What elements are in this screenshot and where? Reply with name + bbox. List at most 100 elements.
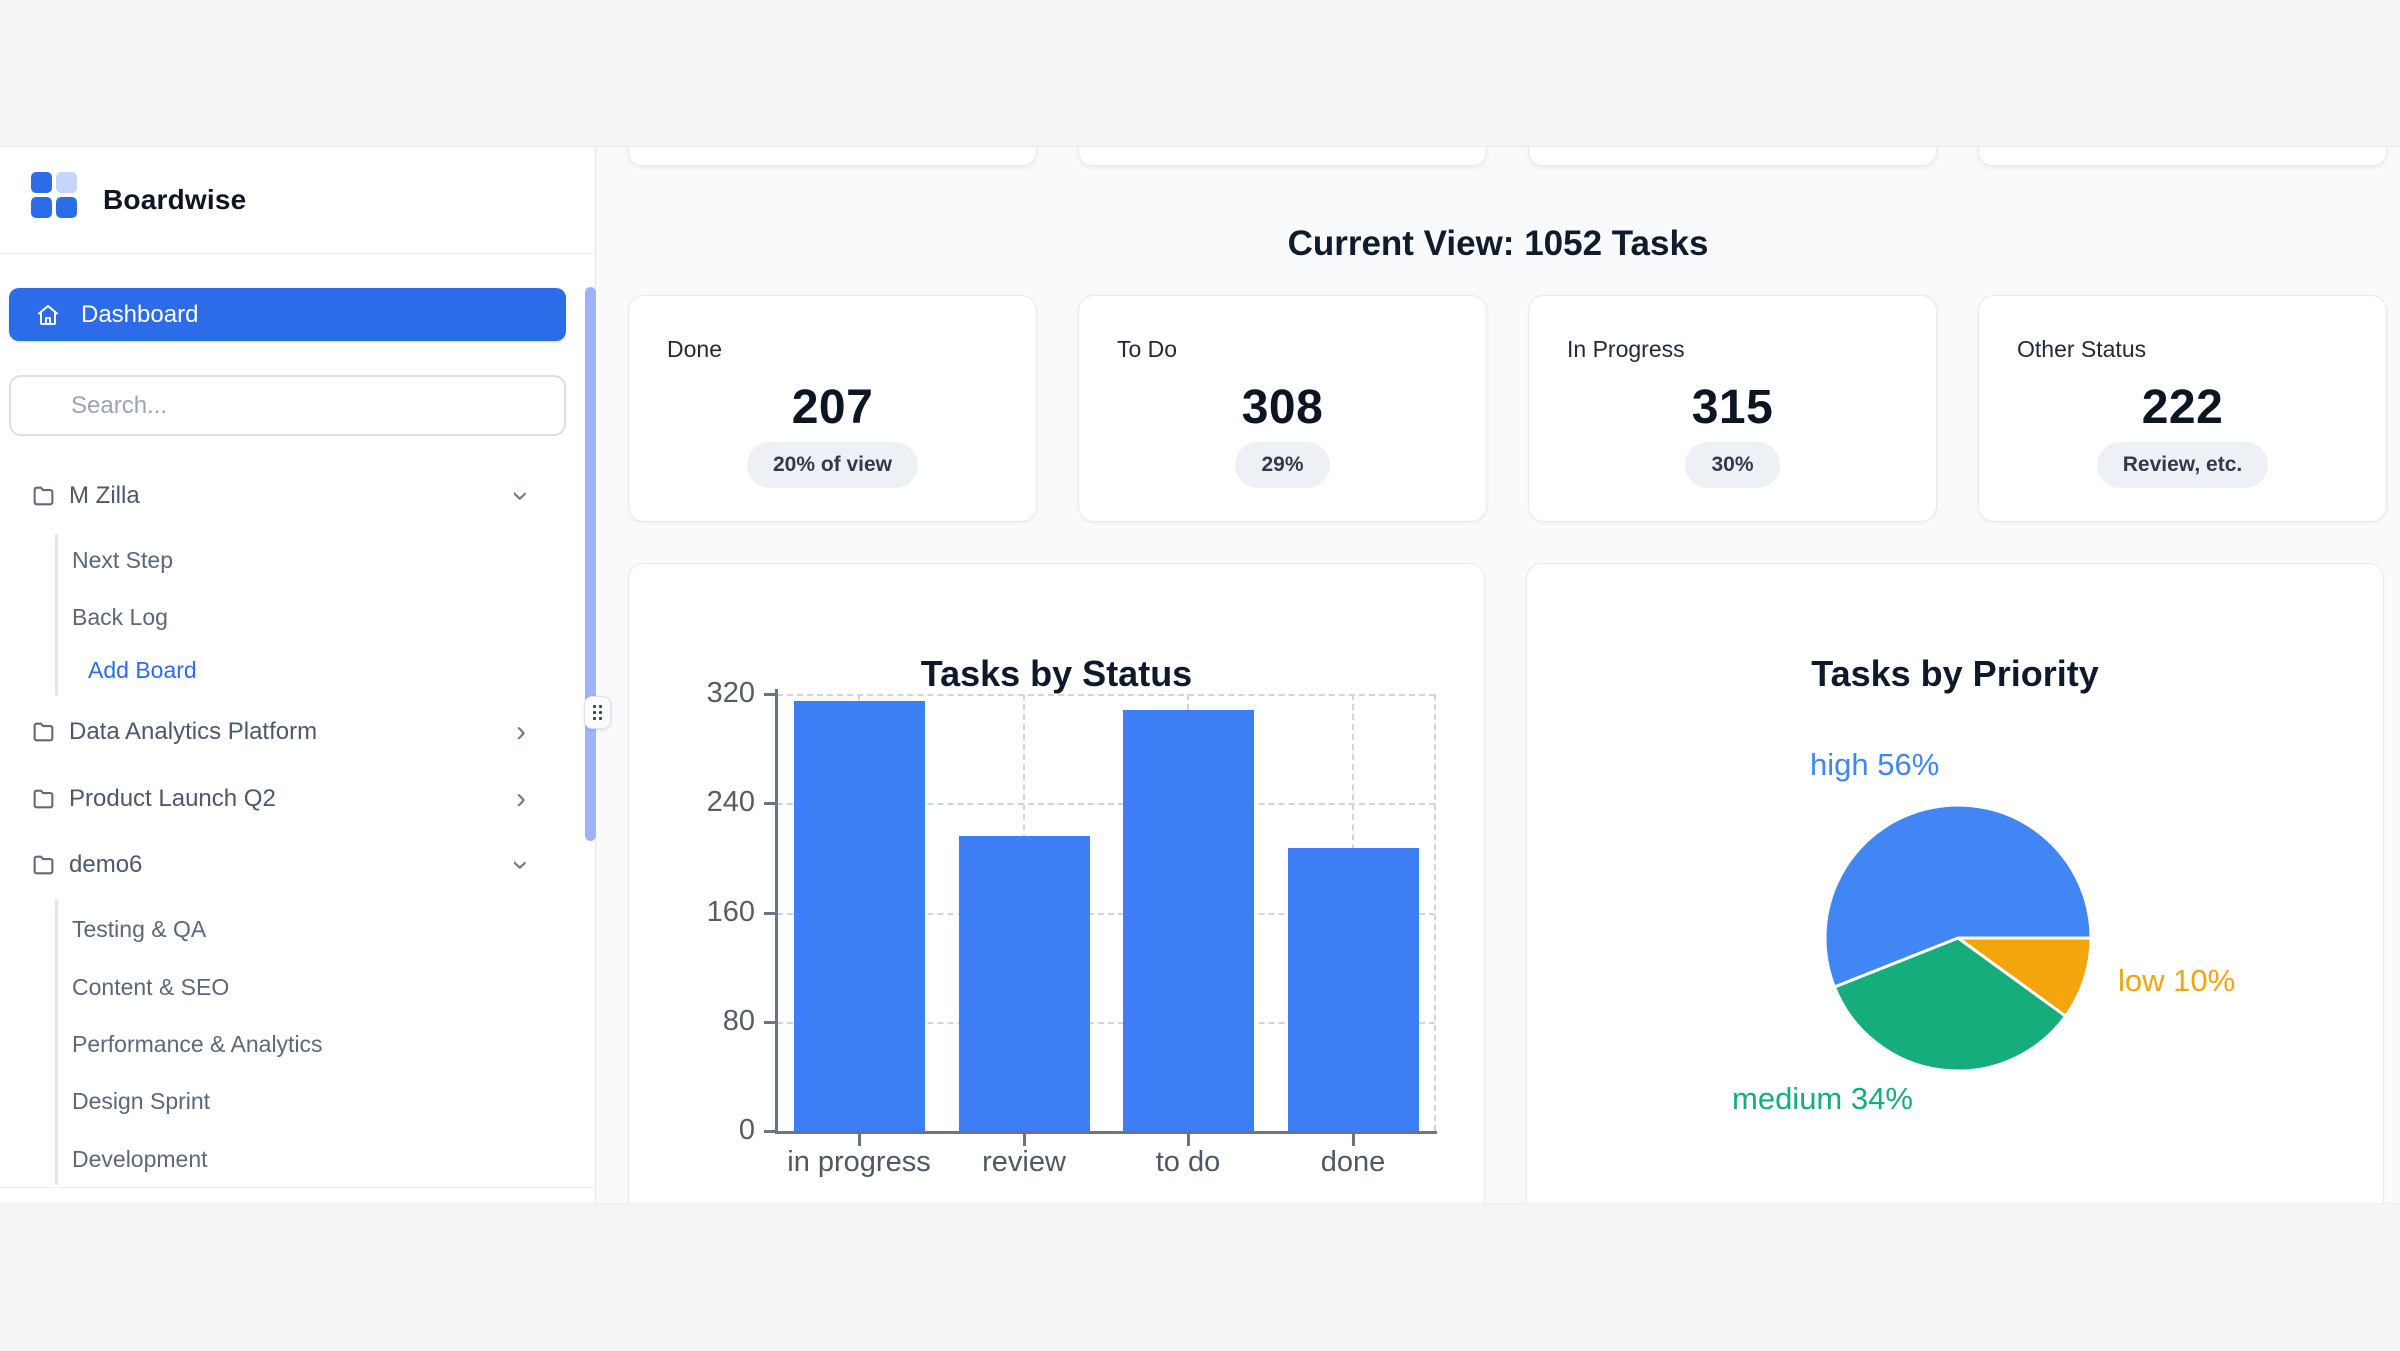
plot-right-border (1434, 694, 1436, 1131)
y-axis-label-80: 80 (722, 1004, 755, 1037)
chevron-right-icon[interactable]: › (516, 782, 526, 815)
item-label: Back Log (72, 603, 168, 630)
y-axis-line (775, 689, 778, 1134)
folder-icon (31, 787, 56, 812)
sidebar-board-demo6[interactable]: demo6 › (0, 833, 584, 897)
x-axis-line (775, 1131, 1437, 1134)
stat-badge: 30% (1685, 442, 1780, 488)
bar-in-progress (793, 700, 925, 1131)
y-axis-label-0: 0 (738, 1114, 755, 1146)
stat-card-other-status: Other Status 222 Review, etc. (1978, 295, 2387, 522)
x-axis-label-done: done (1320, 1146, 1386, 1178)
bar-chart-title: Tasks by Status (920, 653, 1193, 694)
board-label: Data Analytics Platform (69, 718, 318, 745)
logo-square (56, 197, 77, 218)
sidebar-item-back-log[interactable]: Back Log (0, 589, 584, 645)
pie-chart-card (1526, 563, 2384, 1223)
gridline-y-160 (777, 912, 1435, 915)
brand-title: Boardwise (103, 183, 247, 215)
pie-label-medium: medium 34% (1732, 1081, 1913, 1116)
chevron-down-icon[interactable]: › (505, 860, 538, 870)
logo-square (31, 172, 52, 193)
logo-square (31, 197, 52, 218)
sidebar-item-testing-qa[interactable]: Testing & QA (0, 901, 584, 957)
pie-chart (1823, 803, 2093, 1073)
sidebar-board-m-zilla[interactable]: M Zilla › (0, 464, 584, 528)
bar-chart-plot: 320 240 160 80 0 in progress review to do done (707, 677, 1437, 1178)
sidebar-scrollbar-thumb[interactable] (585, 287, 596, 841)
sidebar-item-next-step[interactable]: Next Step (0, 532, 584, 588)
gridline-y-320 (777, 694, 1435, 696)
folder-icon (31, 484, 56, 509)
stat-card-done: Done 207 20% of view (628, 295, 1037, 522)
board-label: demo6 (69, 851, 143, 878)
pie-label-low: low 10% (2118, 963, 2236, 998)
bottom-letterbox (0, 1203, 2400, 1351)
ytick-0 (764, 1130, 775, 1133)
folder-icon (31, 853, 56, 878)
stat-label: To Do (1117, 336, 1178, 362)
bar-done (1287, 848, 1419, 1131)
stat-label: In Progress (1567, 336, 1685, 362)
stat-label: Other Status (2017, 336, 2147, 362)
boardwise-logo-icon (31, 172, 77, 218)
sidebar-board-data-analytics-platform[interactable]: Data Analytics Platform › (0, 700, 584, 764)
pie-slice-low (1956, 936, 2093, 1018)
sidebar-item-development[interactable]: Development (0, 1131, 584, 1187)
ytick-240 (764, 802, 775, 806)
x-axis-label-review: review (982, 1146, 1066, 1178)
folder-icon (31, 720, 56, 745)
sidebar-item-performance-analytics[interactable]: Performance & Analytics (0, 1016, 584, 1072)
sidebar-item-add-board[interactable]: Add Board (0, 642, 584, 698)
sidebar-board-product-launch-q2[interactable]: Product Launch Q2 › (0, 767, 584, 831)
board-label: M Zilla (69, 482, 140, 509)
bar-review (958, 836, 1090, 1131)
ytick-320 (764, 693, 775, 696)
chevron-right-icon[interactable]: › (516, 715, 526, 748)
pie-chart-title: Tasks by Priority (1811, 653, 2099, 694)
grip-dots-icon (593, 705, 602, 720)
gridline-y-80 (777, 1021, 1435, 1024)
search-input[interactable] (9, 375, 566, 436)
item-label: Next Step (72, 546, 173, 573)
chevron-down-icon[interactable]: › (505, 491, 538, 501)
stat-badge: 29% (1235, 442, 1330, 488)
xtick-3 (1352, 1134, 1355, 1146)
x-axis-label-in-progress: in progress (787, 1146, 931, 1178)
page-title: Current View: 1052 Tasks (1287, 224, 1709, 263)
sidebar-resize-handle[interactable] (584, 696, 611, 729)
stat-badge: Review, etc. (2096, 442, 2269, 488)
stat-value: 207 (791, 381, 874, 434)
y-axis-label-240: 240 (706, 786, 755, 819)
dashboard-button[interactable]: Dashboard (9, 288, 566, 341)
brand-row: Boardwise (0, 146, 595, 254)
subtree-guide-line (55, 899, 58, 1185)
ytick-80 (764, 1020, 775, 1024)
stat-label: Done (667, 336, 722, 362)
item-label: Add Board (88, 656, 197, 683)
pie-slice-medium (1832, 936, 2068, 1073)
item-label: Design Sprint (72, 1087, 211, 1114)
pie-slice-high (1823, 803, 2093, 989)
y-axis-label-320: 320 (706, 677, 755, 709)
item-label: Content & SEO (72, 973, 230, 1000)
stat-badge: 20% of view (746, 442, 919, 488)
xtick-2 (1187, 1134, 1190, 1146)
dashboard-button-label: Dashboard (81, 300, 199, 328)
stat-card-todo: To Do 308 29% (1078, 295, 1487, 522)
sidebar-bottom-divider (0, 1187, 595, 1188)
sidebar-item-content-seo[interactable]: Content & SEO (0, 959, 584, 1015)
top-letterbox (0, 0, 2400, 147)
sidebar-item-design-sprint[interactable]: Design Sprint (0, 1073, 584, 1129)
y-axis-label-160: 160 (706, 895, 755, 928)
item-label: Performance & Analytics (72, 1030, 323, 1057)
pie-label-high: high 56% (1810, 747, 1940, 782)
home-icon (38, 304, 58, 325)
item-label: Development (72, 1145, 208, 1172)
gridline-y-240 (777, 803, 1435, 806)
stat-card-in-progress: In Progress 315 30% (1528, 295, 1937, 522)
xtick-0 (858, 1134, 861, 1146)
sidebar: Boardwise Dashboard M Zilla › Next Step Bac… (0, 146, 596, 1203)
subtree-guide-line (55, 534, 58, 696)
